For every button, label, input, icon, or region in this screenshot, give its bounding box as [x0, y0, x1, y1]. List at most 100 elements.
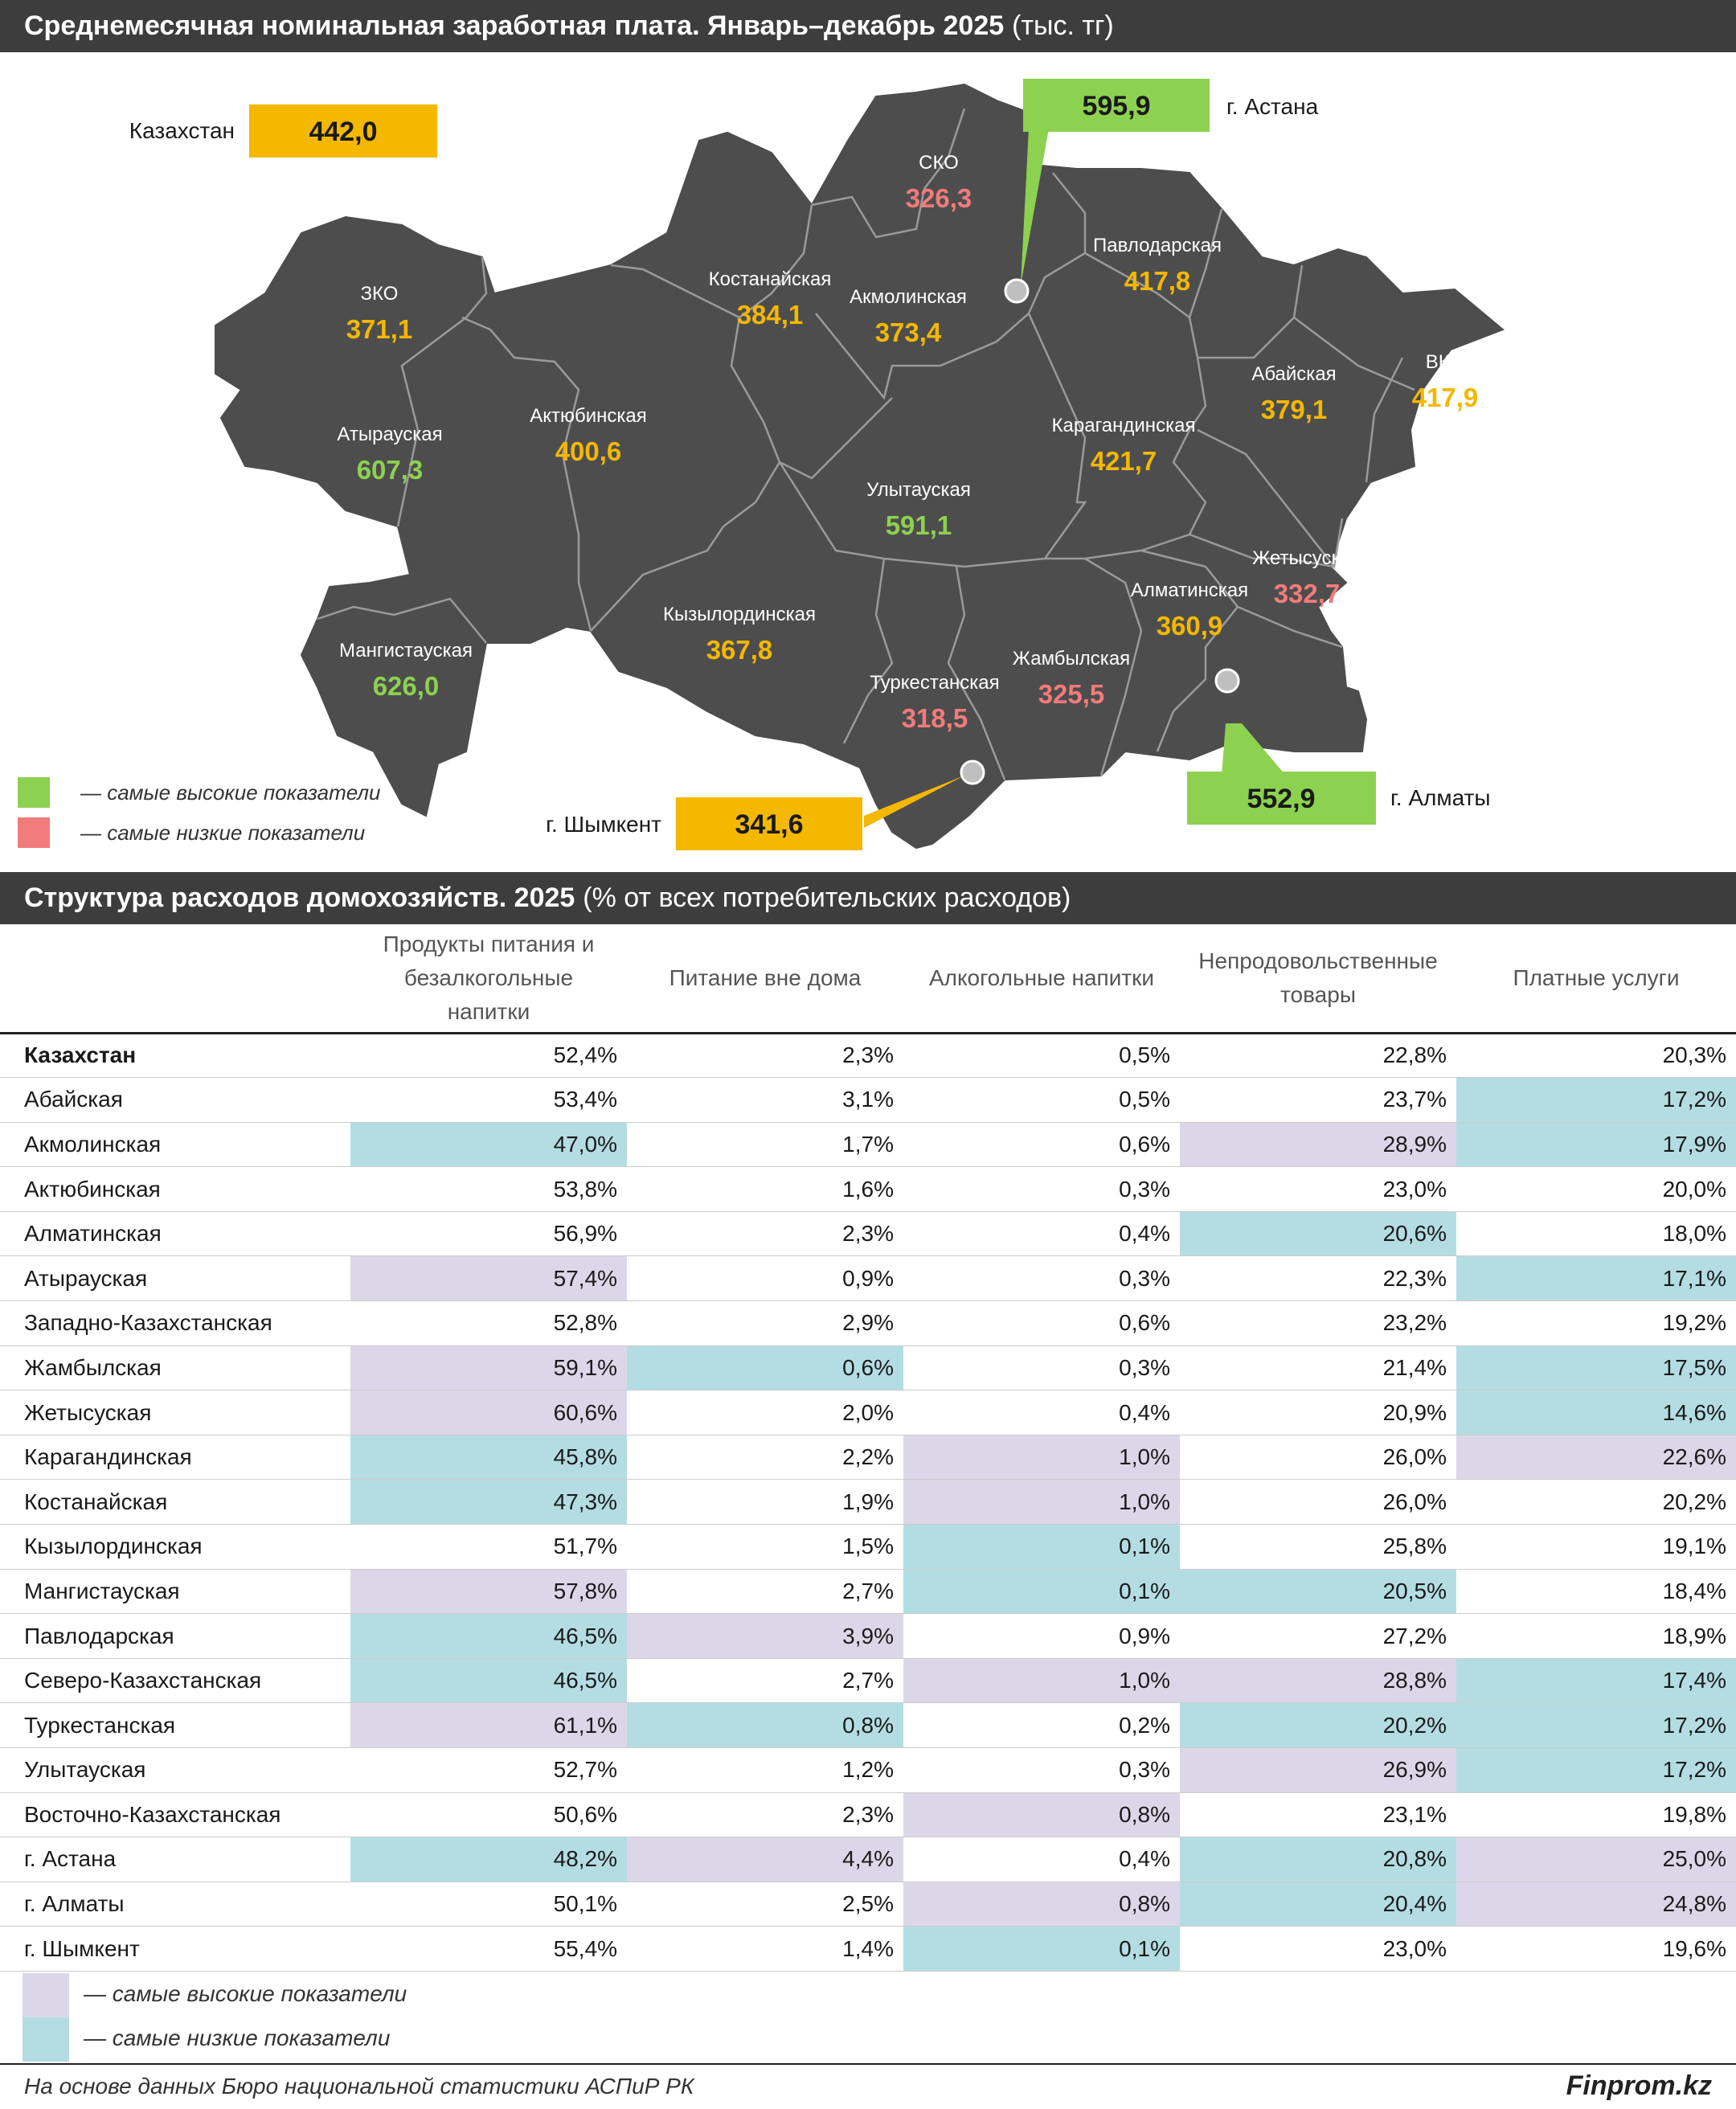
table-cell: 24,8% — [1456, 1882, 1736, 1927]
table-row: Кызылординская 51,7% 1,5% 0,1% 25,8% 19,1% — [0, 1524, 1736, 1570]
region-name-kostanay: Костанайская — [709, 268, 832, 290]
table-cell: 18,4% — [1456, 1569, 1736, 1615]
row-region-name: Восточно-Казахстанская — [0, 1792, 350, 1838]
table-header-row: Продукты питания и безалкогольные напитк… — [0, 924, 1736, 1034]
table-cell: 0,1% — [903, 1569, 1180, 1615]
row-region-name: Улытауская — [0, 1747, 350, 1793]
table-cell: 27,2% — [1180, 1613, 1456, 1659]
table-cell: 17,5% — [1456, 1345, 1736, 1391]
map-legend-high-text: — самые высокие показатели — [80, 780, 380, 805]
region-name-sko: СКО — [919, 152, 959, 174]
row-region-name: Туркестанская — [0, 1702, 350, 1748]
region-value-almaty_obl: 360,9 — [1157, 611, 1223, 641]
table-cell: 1,9% — [627, 1479, 903, 1525]
header-food: Продукты питания и безалкогольные напитк… — [350, 924, 627, 1034]
header-region — [0, 924, 350, 1034]
region-value-atyrau: 607,3 — [357, 455, 424, 485]
table-cell: 1,0% — [903, 1658, 1180, 1704]
row-region-name: г. Алматы — [0, 1882, 350, 1927]
row-region-name: Павлодарская — [0, 1613, 350, 1659]
table-row: Акмолинская 47,0% 1,7% 0,6% 28,9% 17,9% — [0, 1122, 1736, 1168]
table-cell: 56,9% — [350, 1211, 627, 1257]
table-cell: 25,0% — [1456, 1837, 1736, 1882]
table-cell: 20,3% — [1456, 1033, 1736, 1079]
table-cell: 2,3% — [627, 1211, 903, 1257]
table-cell: 20,9% — [1180, 1390, 1456, 1435]
table-cell: 0,5% — [903, 1077, 1180, 1123]
table-cell: 46,5% — [350, 1613, 627, 1659]
table-cell: 17,2% — [1456, 1702, 1736, 1748]
header-non-food: Непродовольственные товары — [1180, 924, 1456, 1034]
table-row: Туркестанская 61,1% 0,8% 0,2% 20,2% 17,2% — [0, 1702, 1736, 1748]
region-value-pavlodar: 417,8 — [1124, 266, 1191, 296]
table-cell: 52,7% — [350, 1747, 627, 1793]
table-cell: 20,4% — [1180, 1882, 1456, 1927]
region-name-aktobe: Актюбинская — [530, 405, 647, 427]
region-value-mangystau: 626,0 — [373, 671, 440, 701]
region-value-akmola: 373,4 — [875, 317, 942, 347]
row-region-name: Жетысуская — [0, 1390, 350, 1435]
almaty-callout-pointer — [1222, 723, 1286, 776]
region-value-abai: 379,1 — [1261, 395, 1328, 424]
table-cell: 1,5% — [627, 1524, 903, 1570]
table-cell: 59,1% — [350, 1345, 627, 1391]
table-legend-high-swatch — [23, 1973, 69, 2017]
source-note: На основе данных Бюро национальной стати… — [24, 2073, 694, 2099]
table-cell: 25,8% — [1180, 1524, 1456, 1570]
region-value-zhetysu: 332,7 — [1274, 579, 1341, 608]
table-cell: 57,4% — [350, 1255, 627, 1302]
table-cell: 0,9% — [627, 1255, 903, 1302]
table-cell: 26,0% — [1180, 1435, 1456, 1480]
table-cell: 2,3% — [627, 1792, 903, 1838]
region-value-zhambyl: 325,5 — [1038, 679, 1105, 709]
table-cell: 0,4% — [903, 1837, 1180, 1882]
table-legend-low-swatch — [23, 2017, 69, 2062]
table-cell: 3,9% — [627, 1613, 903, 1659]
row-region-name: Абайская — [0, 1077, 350, 1123]
table-row: Костанайская 47,3% 1,9% 1,0% 26,0% 20,2% — [0, 1479, 1736, 1525]
table-row: г. Шымкент 55,4% 1,4% 0,1% 23,0% 19,6% — [0, 1926, 1736, 1972]
table-cell: 23,0% — [1180, 1926, 1456, 1972]
table-cell: 0,1% — [903, 1524, 1180, 1570]
table-cell: 48,2% — [350, 1837, 627, 1882]
region-name-karaganda: Карагандинская — [1052, 415, 1196, 436]
region-value-kostanay: 384,1 — [737, 300, 804, 330]
table-cell: 52,4% — [350, 1033, 627, 1079]
table-row: г. Астана 48,2% 4,4% 0,4% 20,8% 25,0% — [0, 1837, 1736, 1882]
shymkent-value-box — [676, 797, 862, 850]
table-cell: 23,7% — [1180, 1077, 1456, 1123]
table-title-bar: Структура расходов домохозяйств. 2025 (%… — [0, 872, 1736, 924]
table-cell: 53,8% — [350, 1166, 627, 1212]
region-value-karaganda: 421,7 — [1091, 446, 1157, 476]
table-cell: 14,6% — [1456, 1390, 1736, 1435]
table-cell: 51,7% — [350, 1524, 627, 1570]
table-cell: 17,4% — [1456, 1658, 1736, 1704]
table-row: Абайская 53,4% 3,1% 0,5% 23,7% 17,2% — [0, 1077, 1736, 1123]
almaty-marker — [1214, 668, 1240, 694]
almaty-value-box — [1187, 772, 1376, 825]
astana-label: г. Астана — [1226, 94, 1319, 119]
region-name-mangystau: Мангистауская — [339, 640, 473, 661]
table-cell: 2,2% — [627, 1435, 903, 1480]
region-name-zhambyl: Жамбылская — [1013, 648, 1130, 670]
map-legend-low-text: — самые низкие показатели — [80, 821, 365, 845]
row-region-name: Карагандинская — [0, 1435, 350, 1480]
map-title: Среднемесячная номинальная заработная пл… — [24, 10, 1005, 41]
shymkent-label: г. Шымкент — [546, 812, 661, 837]
table-cell: 2,7% — [627, 1658, 903, 1704]
table-cell: 1,0% — [903, 1435, 1180, 1480]
region-name-turkestan: Туркестанская — [870, 672, 999, 694]
table-cell: 0,3% — [903, 1747, 1180, 1793]
table-cell: 2,0% — [627, 1390, 903, 1435]
table-cell: 45,8% — [350, 1435, 627, 1480]
table-cell: 23,1% — [1180, 1792, 1456, 1838]
table-cell: 1,4% — [627, 1926, 903, 1972]
map-legend-high-swatch — [18, 777, 50, 808]
region-value-aktobe: 400,6 — [555, 436, 622, 466]
table-row: Мангистауская 57,8% 2,7% 0,1% 20,5% 18,4% — [0, 1569, 1736, 1615]
region-name-pavlodar: Павлодарская — [1093, 235, 1222, 256]
table-row: Карагандинская 45,8% 2,2% 1,0% 26,0% 22,6% — [0, 1435, 1736, 1480]
row-region-name: Актюбинская — [0, 1166, 350, 1212]
shymkent-marker — [960, 760, 985, 785]
table-cell: 1,0% — [903, 1479, 1180, 1525]
